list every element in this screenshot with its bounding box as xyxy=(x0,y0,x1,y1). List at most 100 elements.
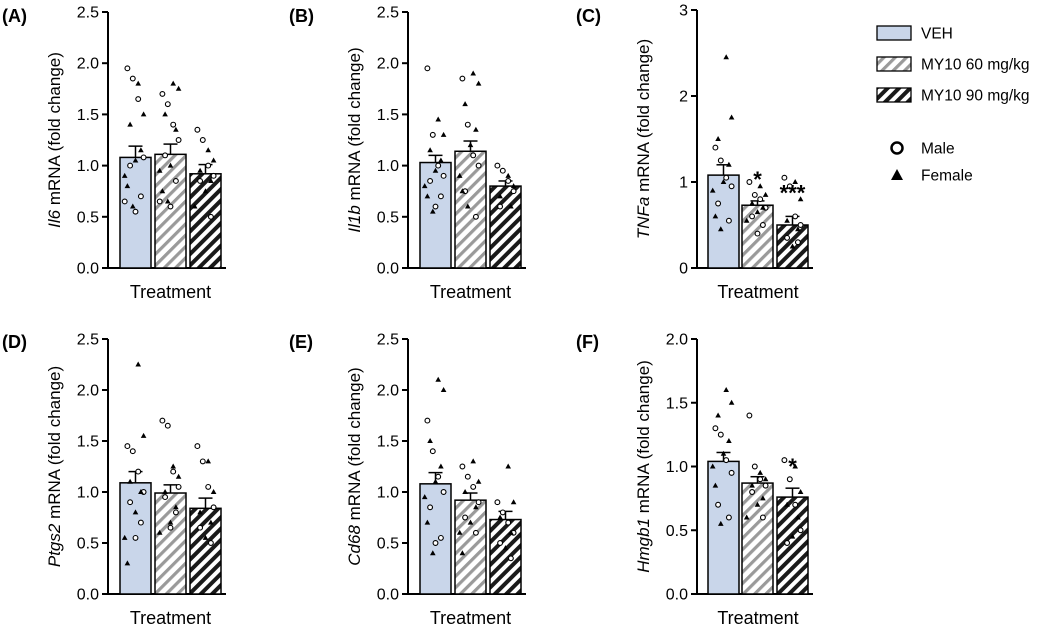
female-point xyxy=(789,533,796,539)
male-point xyxy=(167,524,174,531)
panels-group: (A) 0.0 0.5 1.0 1.5 2.0 2.5 Il6 mRNA (fold chan… xyxy=(2,3,813,625)
male-point xyxy=(437,193,444,200)
female-point xyxy=(127,121,133,127)
female-point xyxy=(762,476,769,482)
bar-my10-90 xyxy=(489,518,522,595)
male-point xyxy=(156,198,163,205)
male-point xyxy=(424,65,431,72)
female-point xyxy=(424,193,431,199)
panel-f: (F) 0.0 0.5 1.0 1.5 2.0 Hmgb1 mRNA (fold chang… xyxy=(576,332,813,625)
y-axis-title-suffix: mRNA (fold change) xyxy=(634,39,653,197)
male-point xyxy=(170,121,177,128)
male-point xyxy=(199,137,206,143)
y-axis-title-suffix: mRNA (fold change) xyxy=(345,47,364,205)
female-point xyxy=(502,545,509,551)
female-point xyxy=(156,167,163,173)
male-point xyxy=(199,458,206,465)
female-point xyxy=(760,495,766,501)
female-point xyxy=(508,529,514,535)
male-point xyxy=(784,234,791,241)
y-tick-label: 1.0 xyxy=(377,485,399,502)
male-point xyxy=(459,75,466,82)
male-point xyxy=(497,540,504,546)
y-tick-label: 1.5 xyxy=(77,434,99,451)
male-point xyxy=(440,489,447,495)
bar-my10-60 xyxy=(741,482,774,595)
y-tick-label: 0.5 xyxy=(77,209,99,226)
y-tick-label: 2.5 xyxy=(377,5,399,22)
panel-label: (A) xyxy=(2,6,27,26)
female-point xyxy=(462,101,468,107)
female-point xyxy=(197,167,203,173)
male-point xyxy=(717,431,724,438)
male-point xyxy=(124,443,131,450)
y-tick-label: 2.5 xyxy=(377,332,399,349)
male-point xyxy=(717,157,724,164)
female-point xyxy=(508,203,514,209)
male-point xyxy=(429,448,436,455)
female-point xyxy=(202,534,209,540)
male-point xyxy=(194,443,201,450)
y-tick-label: 0.5 xyxy=(377,209,399,226)
male-point xyxy=(505,178,512,184)
bar-veh xyxy=(707,460,740,595)
male-point xyxy=(497,203,504,210)
x-axis-title: Treatment xyxy=(717,282,798,302)
male-point xyxy=(164,422,171,429)
y-tick-label: 0.0 xyxy=(666,587,688,604)
bar-my10-60 xyxy=(454,150,487,269)
x-axis-title: Treatment xyxy=(430,608,511,625)
panel-label: (C) xyxy=(576,6,601,26)
male-point xyxy=(137,519,144,526)
female-point xyxy=(138,489,144,494)
male-point xyxy=(749,489,756,495)
y-axis-title-suffix: mRNA (fold change) xyxy=(345,367,364,525)
male-point xyxy=(715,501,722,508)
y-tick-label: 0 xyxy=(679,261,688,278)
bar-veh xyxy=(419,161,452,269)
female-point xyxy=(726,438,732,443)
male-point xyxy=(472,213,479,220)
y-tick-label: 0.5 xyxy=(377,536,399,553)
bar-my10-90 xyxy=(189,507,222,595)
female-point xyxy=(121,534,128,540)
legend-swatch xyxy=(876,56,912,72)
male-point xyxy=(754,230,761,237)
female-point xyxy=(718,520,724,526)
male-point xyxy=(712,144,719,151)
legend-label: VEH xyxy=(921,26,953,43)
female-point xyxy=(709,187,716,193)
male-point xyxy=(170,468,177,475)
male-point xyxy=(757,476,764,483)
female-point xyxy=(175,85,182,91)
male-point xyxy=(132,208,139,215)
male-point xyxy=(424,417,431,424)
female-point xyxy=(715,412,721,418)
panel-d: (D) 0.0 0.5 1.0 1.5 2.0 2.5 Ptgs2 mRNA (fold ch… xyxy=(2,332,226,625)
female-point xyxy=(505,172,511,178)
female-point xyxy=(459,550,466,556)
y-tick-label: 0.0 xyxy=(377,261,399,278)
y-tick-label: 3 xyxy=(679,3,688,20)
female-point xyxy=(510,499,517,505)
female-point xyxy=(132,509,139,515)
male-point xyxy=(132,534,139,541)
female-point xyxy=(743,514,750,520)
female-point xyxy=(726,161,732,167)
y-axis-title-gene: Il1b xyxy=(345,205,364,232)
y-tick-label: 2 xyxy=(679,89,688,106)
y-tick-label: 0.5 xyxy=(666,523,688,540)
male-point xyxy=(175,137,182,143)
male-point xyxy=(510,188,517,195)
female-point xyxy=(140,432,147,438)
significance-marker: *** xyxy=(780,180,806,205)
female-point xyxy=(749,482,755,488)
male-point xyxy=(751,463,758,470)
male-point xyxy=(472,529,479,536)
female-point xyxy=(159,188,166,194)
male-point xyxy=(792,213,799,220)
male-point xyxy=(205,162,212,169)
female-point xyxy=(784,217,790,223)
y-axis-title-gene: Il6 xyxy=(45,209,64,228)
